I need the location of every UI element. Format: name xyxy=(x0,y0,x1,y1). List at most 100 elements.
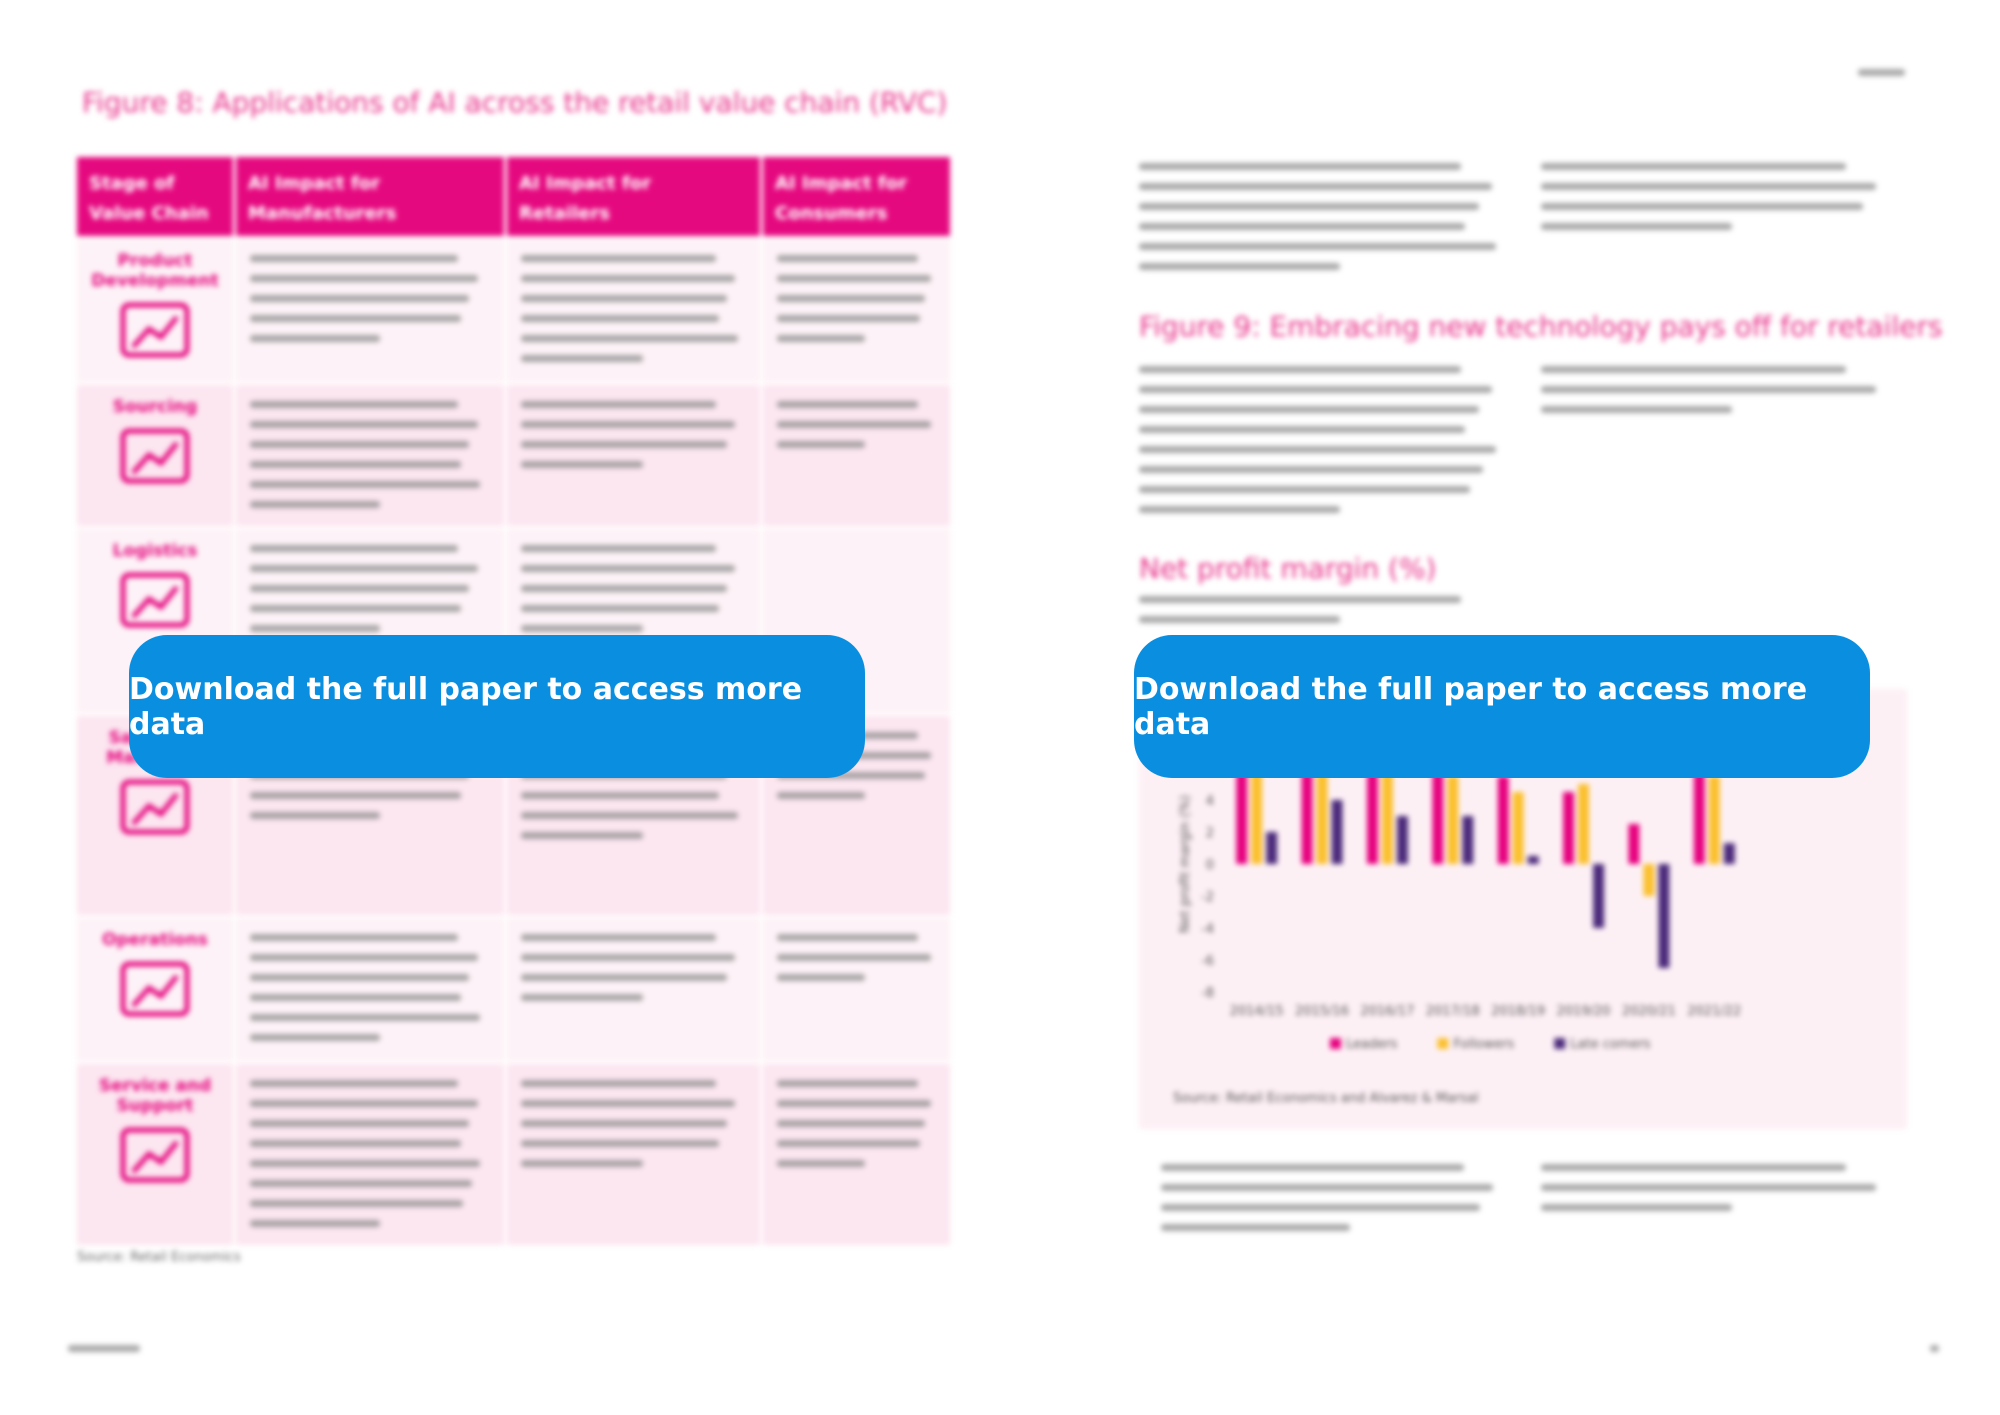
blurred-text xyxy=(521,585,728,592)
blurred-text xyxy=(521,812,738,819)
blurred-text xyxy=(250,934,458,941)
x-tick-label: 2015/16 xyxy=(1295,1004,1349,1019)
y-tick-label: -4 xyxy=(1201,922,1214,937)
stage-name: Logistics xyxy=(112,541,198,561)
table-cell xyxy=(236,385,504,526)
legend-label: Leaders xyxy=(1346,1037,1398,1052)
source: Source: Retail Economics xyxy=(77,1250,241,1265)
blurred-text xyxy=(250,1200,464,1207)
table-cell xyxy=(763,1064,950,1245)
bar xyxy=(1723,843,1735,864)
blurred-text xyxy=(1139,426,1466,433)
table-header: AI Impact for Retailers xyxy=(507,157,760,236)
blurred-text xyxy=(1541,183,1876,190)
icon-shape xyxy=(131,585,179,619)
blurred-text xyxy=(777,1160,865,1167)
download-button[interactable]: Download the full paper to access more d… xyxy=(1134,635,1870,778)
blurred-text xyxy=(521,275,735,282)
blurred-text xyxy=(521,1160,644,1167)
blurred-text xyxy=(777,1100,932,1107)
blurred-text xyxy=(250,481,481,488)
bar xyxy=(1251,760,1263,864)
figure-title: Figure 8: Applications of AI across the … xyxy=(82,86,948,119)
blurred-text xyxy=(777,295,926,302)
blurred-text xyxy=(250,501,380,508)
blurred-text xyxy=(777,792,865,799)
table-header: Stage of Value Chain xyxy=(77,157,233,236)
bar xyxy=(1447,776,1459,864)
blurred-text xyxy=(250,565,478,572)
blurred-text xyxy=(1161,1204,1481,1211)
icon-shape xyxy=(131,792,179,826)
x-tick-label: 2019/20 xyxy=(1557,1004,1611,1019)
blurred-text xyxy=(1541,1184,1876,1191)
blurred-text xyxy=(1139,486,1470,493)
blurred-text xyxy=(777,934,918,941)
stage-cell: Product Development xyxy=(77,239,233,382)
x-tick-label: 2014/15 xyxy=(1230,1004,1284,1019)
blurred-text xyxy=(250,1034,380,1041)
blurred-text xyxy=(777,1080,918,1087)
bar xyxy=(1563,792,1575,864)
bar xyxy=(1527,856,1539,864)
icon-shape xyxy=(120,572,190,628)
blurred-text xyxy=(250,792,461,799)
blurred-text xyxy=(250,585,469,592)
download-button[interactable]: Download the full paper to access more d… xyxy=(129,635,865,778)
blurred-text xyxy=(1541,163,1847,170)
table-cell xyxy=(763,385,950,526)
blurred-text xyxy=(521,1080,717,1087)
bar xyxy=(1658,864,1670,968)
blurred-text xyxy=(250,1100,478,1107)
blurred-text xyxy=(777,335,865,342)
blurred-text xyxy=(777,441,865,448)
y-tick-label: 2 xyxy=(1206,826,1214,841)
blurred-text xyxy=(521,1120,728,1127)
table-cell xyxy=(507,918,760,1061)
blurred-text xyxy=(521,255,717,262)
blurred-text xyxy=(521,994,644,1001)
x-tick-label: 2016/17 xyxy=(1360,1004,1414,1019)
blurred-text xyxy=(521,605,720,612)
blurred-text xyxy=(1541,1204,1732,1211)
bar xyxy=(1628,824,1640,864)
blurred-text xyxy=(1541,1164,1847,1171)
blurred-text xyxy=(1139,506,1341,513)
blurred-text xyxy=(521,401,717,408)
bar xyxy=(1643,864,1655,896)
icon-shape xyxy=(120,779,190,835)
stage-cell: Operations xyxy=(77,918,233,1061)
legend-label: Followers xyxy=(1453,1037,1514,1052)
blurred-text xyxy=(1139,223,1466,230)
blurred-text xyxy=(521,974,728,981)
bar xyxy=(1266,832,1278,864)
y-tick-label: 4 xyxy=(1206,794,1214,809)
bar xyxy=(1236,752,1248,864)
stage-name: Operations xyxy=(102,930,208,950)
icon-shape xyxy=(120,302,190,358)
blurred-text xyxy=(521,335,738,342)
icon-shape xyxy=(131,1140,179,1174)
blurred-text xyxy=(250,974,469,981)
blurred-text xyxy=(250,275,478,282)
bar xyxy=(1497,776,1509,864)
legend-swatch xyxy=(1437,1038,1449,1049)
blurred-text xyxy=(777,275,932,282)
stage-icon xyxy=(120,779,190,835)
stage-icon xyxy=(120,961,190,1017)
bar xyxy=(1512,792,1524,864)
blurred-text xyxy=(521,421,735,428)
blurred-text xyxy=(521,1100,735,1107)
blurred-text xyxy=(1541,406,1732,413)
x-tick-label: 2020/21 xyxy=(1622,1004,1676,1019)
y-tick-label: 0 xyxy=(1206,858,1214,873)
blurred-text xyxy=(1161,1164,1464,1171)
blurred-text xyxy=(777,974,865,981)
blurred-text xyxy=(521,954,735,961)
x-tick-label: 2021/22 xyxy=(1687,1004,1741,1019)
bar xyxy=(1301,752,1313,864)
icon-shape xyxy=(120,1127,190,1183)
icon-shape xyxy=(120,428,190,484)
